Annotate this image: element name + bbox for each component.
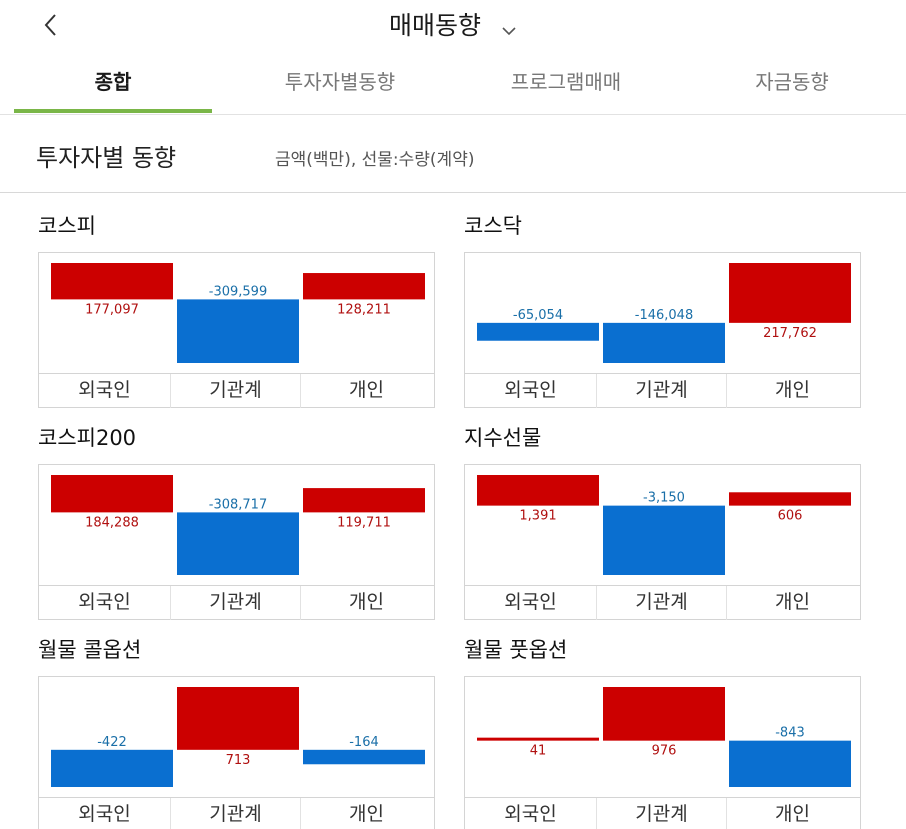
divider [0,114,906,115]
bar-individual [303,273,425,300]
chart-card[interactable]: 41 976 -843 외국인 기관계 개인 [464,676,861,829]
category-label: 외국인 [78,379,131,401]
panel-title: 월물 콜옵션 [38,638,142,662]
title-dropdown[interactable]: 매매동향 [0,6,906,42]
bar-value-label: -3,150 [643,491,685,506]
bar-value-label: 184,288 [85,515,139,530]
section-unit-note: 금액(백만), 선물:수량(계약) [275,150,475,170]
bar-value-label: -65,054 [513,308,563,323]
panel-title: 코스닥 [464,214,522,238]
bar-foreign [51,749,173,787]
panel-title: 지수선물 [464,426,542,450]
category-label: 외국인 [78,803,131,825]
bar-individual [303,488,425,513]
bar-value-label: -164 [349,735,379,750]
category-label: 개인 [775,591,810,613]
bar-institution [177,512,299,575]
bar-chart: 184,288 -308,717 119,711 [51,475,425,575]
category-label: 기관계 [596,374,727,408]
bar-value-label: 128,211 [337,302,391,317]
bar-value-label: -308,717 [209,497,267,512]
category-label: 기관계 [170,374,301,408]
panel-title: 코스피200 [38,426,137,450]
category-label: 개인 [349,591,384,613]
bar-foreign [51,263,173,300]
bar-chart: 177,097 -309,599 128,211 [51,263,425,363]
bar-foreign [477,475,599,506]
bar-chart: -65,054 -146,048 217,762 [477,263,851,363]
active-tab-indicator [14,109,212,113]
bar-institution [603,687,725,741]
tab-summary[interactable]: 종합 [94,70,132,94]
bar-foreign [477,737,599,741]
bar-chart: -422 713 -164 [51,687,425,787]
section-title: 투자자별 동향 [36,144,177,172]
category-label: 외국인 [504,591,557,613]
category-label: 개인 [349,803,384,825]
bar-institution [603,505,725,575]
app-header: 매매동향 [0,0,906,50]
bar-value-label: 217,762 [763,326,817,341]
bar-individual [303,749,425,765]
bar-institution [177,299,299,363]
category-label: 기관계 [170,586,301,620]
bar-individual [729,492,851,506]
chevron-down-icon [502,27,516,36]
back-arrow-icon[interactable] [40,10,64,40]
category-label: 기관계 [170,798,301,829]
bar-value-label: 41 [530,744,547,759]
chart-card[interactable]: -65,054 -146,048 217,762 외국인 기관계 개인 [464,252,861,408]
category-row: 외국인 기관계 개인 [465,585,860,620]
bar-individual [729,263,851,323]
category-label: 외국인 [78,591,131,613]
page-title: 매매동향 [389,11,482,40]
bar-foreign [51,475,173,513]
bar-chart: 41 976 -843 [477,687,851,787]
bar-value-label: 1,391 [519,509,556,524]
category-label: 개인 [775,379,810,401]
bar-individual [729,740,851,787]
tab-bar: 종합 투자자별동향 프로그램매매 자금동향 [0,55,906,115]
chart-card[interactable]: -422 713 -164 외국인 기관계 개인 [38,676,435,829]
category-row: 외국인 기관계 개인 [39,797,434,829]
bar-institution [603,322,725,363]
category-row: 외국인 기관계 개인 [465,797,860,829]
chart-card[interactable]: 184,288 -308,717 119,711 외국인 기관계 개인 [38,464,435,620]
category-row: 외국인 기관계 개인 [465,373,860,408]
bar-value-label: 177,097 [85,302,139,317]
bar-value-label: -843 [775,726,805,741]
tab-program-trading[interactable]: 프로그램매매 [510,70,622,94]
panel-title: 월물 풋옵션 [464,638,568,662]
bar-institution [177,687,299,750]
tab-fund-trend[interactable]: 자금동향 [755,70,829,94]
divider [0,192,906,193]
bar-chart: 1,391 -3,150 606 [477,475,851,575]
category-label: 외국인 [504,803,557,825]
bar-value-label: 976 [652,744,677,759]
category-label: 기관계 [596,586,727,620]
bar-foreign [477,322,599,341]
tab-investor-trend[interactable]: 투자자별동향 [284,70,396,94]
bar-value-label: -309,599 [209,284,267,299]
bar-value-label: 119,711 [337,515,391,530]
category-label: 외국인 [504,379,557,401]
bar-value-label: -422 [97,735,127,750]
category-row: 외국인 기관계 개인 [39,585,434,620]
category-label: 개인 [349,379,384,401]
chart-card[interactable]: 177,097 -309,599 128,211 외국인 기관계 개인 [38,252,435,408]
bar-value-label: 606 [778,509,803,524]
panel-title: 코스피 [38,214,96,238]
category-label: 기관계 [596,798,727,829]
category-row: 외국인 기관계 개인 [39,373,434,408]
bar-value-label: 713 [226,753,251,768]
category-label: 개인 [775,803,810,825]
chart-card[interactable]: 1,391 -3,150 606 외국인 기관계 개인 [464,464,861,620]
bar-value-label: -146,048 [635,308,693,323]
